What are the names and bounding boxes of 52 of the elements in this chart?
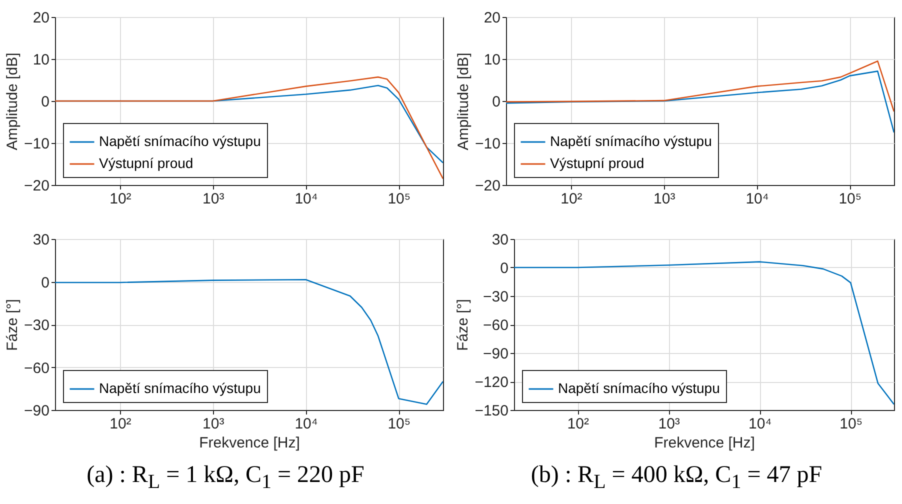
y-tick-label: −30 <box>483 288 508 306</box>
y-tick-label: −150 <box>474 402 508 420</box>
x-tick-label: 10² <box>567 416 589 432</box>
x-axis-title: Frekvence [Hz] <box>199 434 300 452</box>
y-tick-label: 0 <box>41 274 50 292</box>
y-tick-label: −30 <box>24 317 50 334</box>
y-tick-label: 0 <box>500 260 508 277</box>
x-tick-label: 10⁵ <box>388 190 411 208</box>
x-tick-label: 10⁵ <box>840 416 863 432</box>
y-tick-label: −10 <box>475 136 500 152</box>
y-tick-label: 0 <box>492 94 500 110</box>
x-tick-label: 10⁴ <box>748 416 772 432</box>
y-axis-title: Fáze [°] <box>4 299 22 351</box>
x-tick-label: 10³ <box>202 416 224 432</box>
y-tick-label: 20 <box>484 10 500 26</box>
legend-label: Výstupní proud <box>550 155 644 171</box>
y-tick-label: 10 <box>484 52 500 68</box>
y-tick-label: 30 <box>32 232 50 248</box>
x-tick-label: 10⁵ <box>838 190 862 208</box>
x-tick-label: 10² <box>110 416 132 432</box>
legend-label: Výstupní proud <box>99 155 194 171</box>
x-tick-label: 10² <box>560 190 582 208</box>
y-tick-label: 20 <box>32 10 50 26</box>
x-tick-label: 10⁴ <box>294 416 318 432</box>
legend-label: Napětí snímacího výstupu <box>550 133 712 149</box>
y-axis-title: Amplitude [dB] <box>455 52 472 150</box>
y-tick-label: −10 <box>24 136 50 152</box>
y-tick-label: −90 <box>483 346 508 362</box>
x-tick-label: 10³ <box>654 190 676 208</box>
y-tick-label: −120 <box>474 374 508 391</box>
y-tick-label: 0 <box>41 94 50 110</box>
y-tick-label: −90 <box>24 402 50 420</box>
legend-label: Napětí snímacího výstupu <box>558 380 720 396</box>
legend-label: Napětí snímacího výstupu <box>99 380 261 396</box>
x-tick-label: 10⁴ <box>294 190 318 208</box>
x-tick-label: 10³ <box>658 416 680 432</box>
text: (a) : R$_{L}$ = 1 kΩ, C$_{1}$ = 220 pF <box>86 462 366 494</box>
x-axis-title: Frekvence [Hz] <box>654 434 755 452</box>
y-tick-label: −20 <box>24 178 50 194</box>
y-tick-label: −60 <box>483 317 508 334</box>
x-tick-label: 10³ <box>202 190 224 208</box>
text: (b) : R$_{L}$ = 400 kΩ, C$_{1}$ = 47 pF <box>530 462 824 494</box>
y-axis-title: Fáze [°] <box>454 299 472 351</box>
y-tick-label: 30 <box>492 232 508 248</box>
y-tick-label: 10 <box>32 52 50 68</box>
y-tick-label: −60 <box>24 360 50 377</box>
y-tick-label: −20 <box>475 178 500 194</box>
x-tick-label: 10⁴ <box>746 190 769 208</box>
x-tick-label: 10² <box>110 190 132 208</box>
x-tick-label: 10⁵ <box>388 416 411 432</box>
y-axis-title: Amplitude [dB] <box>4 52 22 150</box>
legend-label: Napětí snímacího výstupu <box>99 133 261 149</box>
